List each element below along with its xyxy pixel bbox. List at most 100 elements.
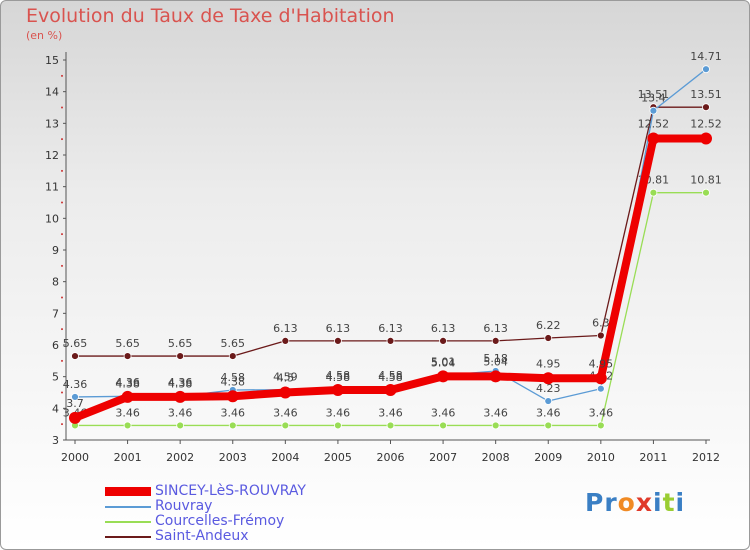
x-tick-label: 2009 [534, 451, 562, 464]
chart-title: Evolution du Taux de Taxe d'Habitation [26, 5, 395, 27]
data-point-courcelles-fr-moy [439, 421, 447, 430]
data-point-courcelles-fr-moy [228, 421, 237, 430]
data-label-sincey-l-s-rouvray: 4.95 [589, 357, 614, 370]
data-point-sincey-l-s-rouvray [594, 372, 607, 385]
data-label-saint-andeux: 5.65 [63, 337, 88, 350]
data-label-saint-andeux: 5.65 [221, 337, 246, 350]
x-tick-label: 2010 [587, 451, 615, 464]
y-minor-tick [61, 391, 63, 394]
data-point-saint-andeux [439, 336, 447, 345]
logo-letter: r [604, 488, 618, 517]
y-tick-label: 6 [52, 339, 59, 352]
data-point-sincey-l-s-rouvray [437, 370, 450, 383]
legend-swatch-courcelles [105, 521, 151, 523]
y-minor-tick [61, 106, 63, 109]
data-label-sincey-l-s-rouvray: 4.36 [115, 376, 140, 389]
proxiti-logo: Proxiti [585, 488, 685, 517]
logo-letter: x [635, 488, 653, 517]
data-label-saint-andeux: 6.22 [536, 319, 561, 332]
data-point-courcelles-fr-moy [596, 421, 605, 430]
series-line-rouvray [74, 68, 707, 402]
data-label-sincey-l-s-rouvray: 4.95 [536, 357, 561, 370]
data-point-sincey-l-s-rouvray [647, 132, 660, 145]
y-minor-tick [61, 296, 63, 299]
data-point-sincey-l-s-rouvray [121, 390, 134, 403]
data-point-courcelles-fr-moy [386, 421, 395, 430]
y-tick-label: 15 [45, 54, 59, 67]
data-label-rouvray: 5.18 [483, 352, 508, 365]
data-label-rouvray: 5.04 [431, 356, 456, 369]
logo-letter: o [617, 488, 636, 517]
data-point-rouvray [71, 393, 79, 401]
logo-letter: P [585, 488, 605, 517]
y-minor-tick [61, 423, 63, 426]
data-label-rouvray: 4.36 [63, 378, 88, 391]
data-point-sincey-l-s-rouvray [174, 390, 187, 403]
data-label-rouvray: 4.59 [273, 371, 298, 384]
data-point-saint-andeux [544, 334, 553, 342]
y-tick-label: 3 [52, 434, 59, 447]
data-point-sincey-l-s-rouvray [542, 372, 555, 385]
data-label-courcelles-fr-moy: 3.46 [326, 406, 351, 419]
y-minor-tick [61, 359, 63, 362]
data-point-rouvray [649, 106, 658, 115]
data-label-saint-andeux: 6.13 [326, 322, 351, 335]
data-label-courcelles-fr-moy: 3.46 [536, 406, 561, 419]
y-minor-tick [61, 169, 63, 172]
data-point-saint-andeux [71, 352, 79, 360]
data-label-rouvray: 4.38 [115, 377, 140, 390]
data-label-sincey-l-s-rouvray: 4.58 [326, 369, 351, 382]
data-label-rouvray: 13.4 [641, 92, 666, 105]
legend-swatch-saint-andeux [105, 536, 151, 538]
x-tick-label: 2012 [692, 451, 720, 464]
data-label-rouvray: 4.38 [168, 377, 193, 390]
data-point-saint-andeux [596, 331, 605, 340]
data-point-saint-andeux [491, 336, 500, 345]
y-tick-label: 12 [45, 149, 59, 162]
data-label-sincey-l-s-rouvray: 5.04 [483, 355, 508, 368]
data-label-rouvray: 4.58 [326, 371, 351, 384]
data-label-saint-andeux: 13.51 [638, 88, 670, 101]
data-point-rouvray [596, 384, 605, 393]
data-label-rouvray: 4.58 [378, 371, 403, 384]
data-label-saint-andeux: 6.13 [273, 322, 298, 335]
data-point-saint-andeux [281, 336, 290, 345]
data-point-sincey-l-s-rouvray [331, 383, 344, 396]
data-point-rouvray [702, 65, 710, 74]
data-label-sincey-l-s-rouvray: 12.52 [690, 118, 722, 131]
x-tick-label: 2004 [271, 451, 299, 464]
x-tick-label: 2002 [166, 451, 194, 464]
data-point-courcelles-fr-moy [544, 421, 553, 430]
data-label-saint-andeux: 6.13 [483, 322, 508, 335]
legend-label-sincey: SINCEY-LèS-ROUVRAY [155, 483, 306, 499]
logo-letter: t [662, 488, 676, 517]
data-point-courcelles-fr-moy [176, 421, 185, 430]
data-label-courcelles-fr-moy: 3.46 [378, 406, 403, 419]
data-point-sincey-l-s-rouvray [226, 390, 239, 403]
data-label-rouvray: 4.58 [221, 371, 246, 384]
data-label-saint-andeux: 5.65 [115, 337, 140, 350]
legend-label-saint-andeux: Saint-Andeux [155, 528, 249, 544]
y-tick-label: 11 [45, 181, 59, 194]
y-tick-label: 10 [45, 212, 59, 225]
y-axis-unit-label: (en %) [26, 29, 63, 42]
data-point-sincey-l-s-rouvray [384, 383, 397, 396]
y-tick-label: 8 [52, 276, 59, 289]
data-label-rouvray: 14.71 [690, 50, 722, 63]
legend-label-courcelles: Courcelles-Frémoy [155, 513, 285, 529]
y-tick-label: 7 [52, 307, 59, 320]
y-minor-tick [61, 201, 63, 204]
data-label-saint-andeux: 6.13 [378, 322, 403, 335]
data-label-sincey-l-s-rouvray: 4.36 [168, 376, 193, 389]
data-point-sincey-l-s-rouvray [69, 411, 81, 424]
data-point-courcelles-fr-moy [123, 421, 132, 430]
data-label-courcelles-fr-moy: 3.46 [273, 406, 298, 419]
x-tick-label: 2000 [61, 451, 89, 464]
y-tick-label: 13 [45, 117, 59, 130]
legend-swatch-sincey [105, 487, 151, 496]
data-point-courcelles-fr-moy [702, 188, 710, 197]
data-label-courcelles-fr-moy: 3.46 [168, 406, 193, 419]
data-point-sincey-l-s-rouvray [489, 370, 502, 383]
data-point-saint-andeux [386, 336, 395, 345]
